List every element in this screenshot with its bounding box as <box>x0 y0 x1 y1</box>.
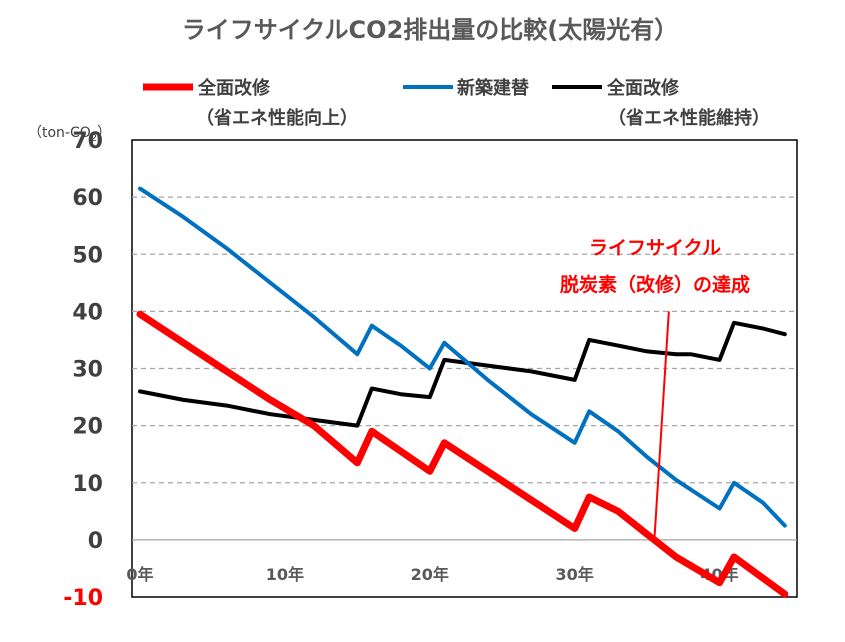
annotation-line <box>653 311 670 540</box>
annotation-text-line2: 脱炭素（改修）の達成 <box>560 273 750 296</box>
y-tick-label: 70 <box>72 129 103 154</box>
legend-sublabel-renovation-maintained: （省エネ性能維持） <box>608 107 770 129</box>
annotation-text-line1: ライフサイクル <box>589 237 721 259</box>
chart-title: ライフサイクルCO2排出量の比較(太陽光有） <box>182 16 678 44</box>
legend-label-renovation-improved: 全面改修 <box>197 77 271 99</box>
y-tick-label: 40 <box>72 300 103 325</box>
series-lines <box>136 186 789 598</box>
y-axis-unit-label: （ton-CO2） <box>28 125 111 144</box>
series-line-renovation-improved <box>136 310 789 598</box>
legend: 全面改修 （省エネ性能向上） 新築建替 全面改修 （省エネ性能維持） <box>143 77 770 129</box>
legend-label-renovation-maintained: 全面改修 <box>606 77 680 99</box>
legend-sublabel-renovation-improved: （省エネ性能向上） <box>196 107 358 129</box>
legend-label-rebuild: 新築建替 <box>457 77 530 99</box>
series-line-renovation-maintained <box>138 320 787 428</box>
y-tick-label: 30 <box>72 358 103 383</box>
x-tick-label: 30年 <box>556 565 594 584</box>
x-tick-label: 0年 <box>126 565 153 584</box>
y-tick-label: 0 <box>88 529 103 554</box>
gridlines <box>132 196 797 541</box>
y-tick-labels: 70 60 50 40 30 20 10 0 -10 <box>63 129 103 611</box>
x-tick-labels: 0年 10年 20年 30年 40年 <box>126 565 738 584</box>
y-tick-label: -10 <box>63 586 103 611</box>
series-line-rebuild <box>138 186 787 528</box>
x-tick-label: 10年 <box>266 565 304 584</box>
y-tick-label: 50 <box>72 243 103 268</box>
y-tick-label: 10 <box>72 472 103 497</box>
y-tick-label: 60 <box>72 186 103 211</box>
x-tick-label: 20年 <box>411 565 449 584</box>
y-tick-label: 20 <box>72 415 103 440</box>
